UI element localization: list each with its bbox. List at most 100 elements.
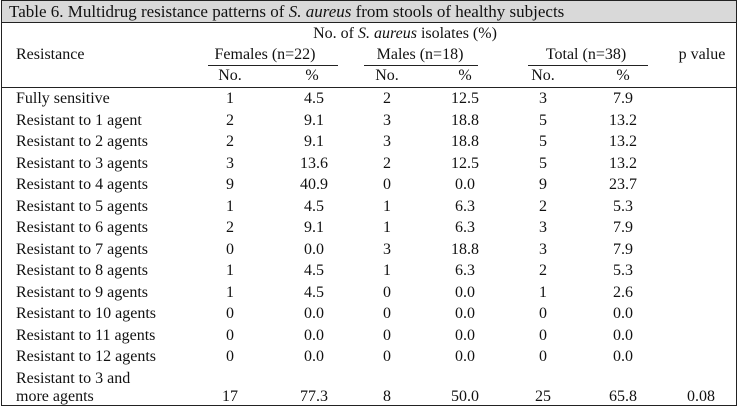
females-underline <box>208 65 338 66</box>
table-cell: 2 <box>226 219 234 236</box>
table-cell: 13.2 <box>609 155 637 172</box>
table-cell: 3 <box>539 219 547 236</box>
table-cell: 12.5 <box>451 155 479 172</box>
table-cell: 0.0 <box>455 305 475 322</box>
table-cell: 0.0 <box>455 348 475 365</box>
row-label: Resistant to 1 agent <box>16 112 142 129</box>
row-label: Resistant to 11 agents <box>16 327 156 344</box>
super-prefix: No. of <box>313 25 358 42</box>
table-cell: 0.0 <box>304 327 324 344</box>
table-cell: 4.5 <box>304 198 324 215</box>
table-cell: 2.6 <box>613 284 633 301</box>
table-cell: 3 <box>383 112 391 129</box>
table-cell: 18.8 <box>451 133 479 150</box>
row-label: Resistant to 8 agents <box>16 262 148 279</box>
table-cell: 7.9 <box>613 241 633 258</box>
table-cell: 0 <box>226 241 234 258</box>
table-cell: 3 <box>226 155 234 172</box>
table-cell: 1 <box>383 219 391 236</box>
table-cell: 0 <box>383 348 391 365</box>
table-cell: 12.5 <box>451 90 479 107</box>
isolates-super-header: No. of S. aureus isolates (%) <box>313 25 497 43</box>
subheader-total-pct: % <box>616 67 630 84</box>
subheader-male-pct: % <box>458 67 472 84</box>
table-cell: 5 <box>539 133 547 150</box>
group-header-females: Females (n=22) <box>214 46 316 63</box>
table-cell: 0.0 <box>613 348 633 365</box>
table-cell: 9.1 <box>304 133 324 150</box>
table-cell: 18.8 <box>451 241 479 258</box>
super-suffix: isolates (%) <box>416 25 497 42</box>
title-organism: S. aureus <box>288 2 352 21</box>
row-label: Resistant to 3 agents <box>16 155 148 172</box>
table-cell: 0.0 <box>455 176 475 193</box>
table-cell: 5 <box>539 155 547 172</box>
table-cell: 0.0 <box>304 241 324 258</box>
table-cell: 3 <box>539 90 547 107</box>
table-cell: 5.3 <box>613 262 633 279</box>
table-cell: 0 <box>226 305 234 322</box>
table-cell: 0.0 <box>455 327 475 344</box>
table-cell: 7.9 <box>613 90 633 107</box>
table-cell: 0 <box>226 348 234 365</box>
table-cell: 2 <box>383 155 391 172</box>
table-cell: 0.0 <box>304 305 324 322</box>
table-cell: 0 <box>383 176 391 193</box>
table-cell: 9 <box>539 176 547 193</box>
table-cell: 4.5 <box>304 90 324 107</box>
last-row-cell: 50.0 <box>451 388 479 405</box>
last-row-cell: 17 <box>222 388 238 405</box>
row-label: Fully sensitive <box>16 90 110 107</box>
table-cell: 6.3 <box>455 198 475 215</box>
table-cell: 7.9 <box>613 219 633 236</box>
header-rule <box>2 87 736 88</box>
table-cell: 0.0 <box>613 305 633 322</box>
table-cell: 23.7 <box>609 176 637 193</box>
row-label: Resistant to 10 agents <box>16 305 156 322</box>
table-cell: 6.3 <box>455 262 475 279</box>
title-prefix: Table 6. Multidrug resistance patterns o… <box>9 2 289 21</box>
last-row-label-line2: more agents <box>16 388 94 405</box>
table-cell: 1 <box>539 284 547 301</box>
table-cell: 0.0 <box>455 284 475 301</box>
table-cell: 4.5 <box>304 262 324 279</box>
table-cell: 0 <box>539 305 547 322</box>
last-row-label-line1: Resistant to 3 and <box>16 370 131 387</box>
table-cell: 1 <box>226 90 234 107</box>
table-cell: 0.0 <box>304 348 324 365</box>
table-cell: 0 <box>539 348 547 365</box>
table-cell: 0.0 <box>613 327 633 344</box>
table-cell: 3 <box>539 241 547 258</box>
last-row-cell: 77.3 <box>300 388 328 405</box>
table-cell: 1 <box>383 262 391 279</box>
males-underline <box>364 65 478 66</box>
subheader-male-no: No. <box>375 67 399 84</box>
table-cell: 1 <box>226 284 234 301</box>
subheader-total-no: No. <box>531 67 555 84</box>
table-cell: 9.1 <box>304 112 324 129</box>
table-cell: 9 <box>226 176 234 193</box>
table-cell: 3 <box>383 133 391 150</box>
table-cell: 4.5 <box>304 284 324 301</box>
table-cell: 0 <box>383 284 391 301</box>
row-label: Resistant to 6 agents <box>16 219 148 236</box>
group-header-total: Total (n=38) <box>545 46 627 63</box>
table-cell: 3 <box>383 241 391 258</box>
total-underline <box>528 65 648 66</box>
subheader-female-no: No. <box>218 67 242 84</box>
table-cell: 1 <box>226 198 234 215</box>
table-cell: 2 <box>226 112 234 129</box>
table-cell: 5.3 <box>613 198 633 215</box>
table-cell: 5 <box>539 112 547 129</box>
table-cell: 1 <box>226 262 234 279</box>
table-cell: 6.3 <box>455 219 475 236</box>
table-cell: 0 <box>226 327 234 344</box>
table-cell: 0 <box>383 305 391 322</box>
last-row-pvalue: 0.08 <box>687 388 715 405</box>
table-cell: 13.6 <box>300 155 328 172</box>
table-cell: 2 <box>383 90 391 107</box>
table-cell: 13.2 <box>609 112 637 129</box>
resistance-header: Resistance <box>16 46 85 63</box>
row-label: Resistant to 5 agents <box>16 198 148 215</box>
super-organism: S. aureus <box>357 25 417 42</box>
